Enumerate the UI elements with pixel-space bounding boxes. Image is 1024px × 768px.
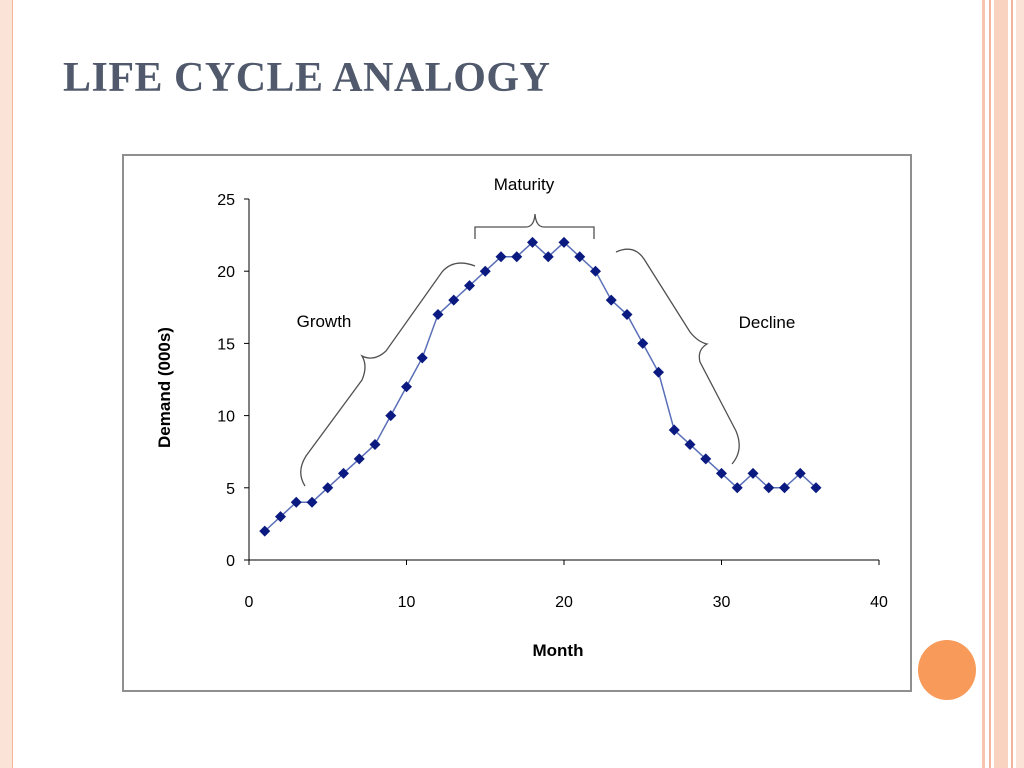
slide-title: LIFE CYCLE ANALOGY: [63, 55, 551, 101]
data-point: [684, 438, 696, 450]
data-point: [763, 482, 775, 494]
data-point: [574, 251, 586, 263]
x-tick-label: 20: [555, 594, 573, 611]
y-tick-label: 25: [217, 192, 235, 209]
data-point: [668, 424, 680, 436]
y-axis-label: Demand (000s): [155, 327, 174, 448]
decline-brace: [615, 248, 740, 465]
data-point: [401, 381, 412, 393]
data-point: [794, 467, 806, 479]
data-point: [259, 525, 271, 537]
y-tick-label: 5: [226, 481, 235, 498]
data-point: [542, 251, 554, 263]
growth-brace: [300, 262, 476, 487]
x-tick-label: 0: [245, 594, 254, 611]
data-point: [747, 467, 759, 479]
maturity-label: Maturity: [494, 175, 555, 194]
data-point: [590, 265, 601, 277]
data-point: [527, 236, 538, 248]
decline-label: Decline: [739, 313, 796, 332]
data-point: [290, 496, 302, 508]
data-point: [479, 265, 491, 277]
data-point: [353, 453, 365, 465]
x-tick-label: 30: [713, 594, 731, 611]
data-point: [716, 467, 727, 479]
maturity-brace: [474, 213, 595, 239]
data-point: [605, 294, 617, 306]
data-point: [385, 410, 397, 422]
data-point: [322, 482, 334, 494]
demand-chart: 0 5 10 15 20 25 0 10 20 30 40 Month Demand (000s) M…: [155, 175, 888, 660]
data-point: [653, 366, 664, 378]
x-tick-label: 40: [870, 594, 888, 611]
data-point: [495, 251, 507, 263]
chart-frame: 0 5 10 15 20 25 0 10 20 30 40 Month Demand (000s) M…: [122, 154, 912, 692]
y-tick-label: 15: [217, 336, 235, 353]
data-point: [700, 453, 712, 465]
x-axis-label: Month: [533, 641, 584, 660]
data-point: [432, 309, 444, 321]
decorative-orange-circle: [918, 640, 976, 700]
data-point: [810, 482, 822, 494]
y-tick-label: 20: [217, 264, 235, 281]
data-point: [275, 511, 286, 523]
data-point: [731, 482, 743, 494]
growth-label: Growth: [297, 312, 352, 331]
left-border-bar: [0, 0, 13, 768]
data-point: [779, 482, 790, 494]
data-point: [637, 337, 649, 349]
x-tick-label: 10: [398, 594, 416, 611]
data-point: [416, 352, 428, 364]
data-point: [338, 467, 349, 479]
data-point: [558, 236, 570, 248]
y-tick-label: 0: [226, 553, 235, 570]
data-point: [369, 438, 381, 450]
right-border-decoration: [978, 0, 1024, 768]
data-point: [306, 496, 318, 508]
data-point: [511, 251, 523, 263]
y-tick-label: 10: [217, 409, 235, 426]
data-point: [464, 280, 475, 292]
data-point: [448, 294, 460, 306]
data-point: [621, 309, 633, 321]
